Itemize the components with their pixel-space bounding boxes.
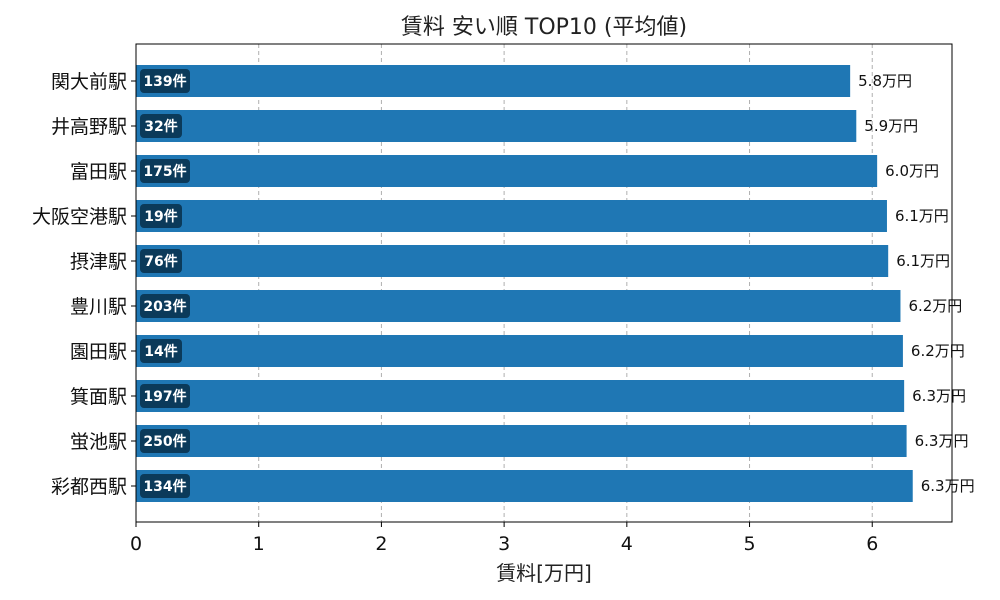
category-label: 富田駅 — [70, 161, 127, 183]
chart-title: 賃料 安い順 TOP10 (平均値) — [401, 15, 687, 40]
category-label: 関大前駅 — [51, 71, 127, 93]
bar — [136, 335, 903, 367]
value-label: 6.2万円 — [911, 342, 965, 360]
x-tick-label: 6 — [866, 533, 878, 555]
category-label: 蛍池駅 — [70, 431, 127, 453]
x-tick-label: 1 — [253, 533, 265, 555]
value-label: 6.3万円 — [912, 387, 966, 405]
bar — [136, 110, 857, 142]
x-axis-label: 賃料[万円] — [496, 561, 592, 585]
count-label: 250件 — [143, 433, 186, 450]
bar — [136, 290, 901, 322]
bar — [136, 470, 913, 502]
count-badge — [140, 69, 190, 93]
category-label: 豊川駅 — [70, 296, 127, 318]
count-label: 76件 — [144, 253, 177, 270]
value-label: 6.1万円 — [896, 252, 950, 270]
value-label: 6.2万円 — [908, 297, 962, 315]
plot-frame — [135, 43, 953, 523]
count-label: 139件 — [143, 73, 186, 90]
bar — [136, 65, 851, 97]
category-label: 園田駅 — [70, 341, 127, 363]
bar-layer: 139件 5.8万円 32件 5.9万円 175件 6.0万円 19件 6.1万円 76件 6.1… — [136, 65, 975, 502]
x-tick-label: 0 — [130, 533, 142, 555]
x-tick-label: 4 — [621, 533, 633, 555]
bar — [136, 200, 887, 232]
value-label: 6.1万円 — [895, 207, 949, 225]
bar — [136, 380, 905, 412]
count-label: 197件 — [143, 388, 186, 405]
count-label: 203件 — [143, 298, 186, 315]
category-label: 彩都西駅 — [51, 476, 127, 498]
value-label: 5.8万円 — [858, 72, 912, 90]
category-label: 摂津駅 — [70, 251, 127, 273]
count-badge — [140, 294, 190, 318]
count-label: 175件 — [143, 163, 186, 180]
count-badge — [140, 249, 182, 273]
count-badge — [140, 204, 182, 228]
x-tick-label: 3 — [498, 533, 510, 555]
bar — [136, 245, 889, 277]
x-tick-label: 2 — [375, 533, 387, 555]
count-badge — [140, 339, 182, 363]
value-label: 6.0万円 — [885, 162, 939, 180]
count-badge — [140, 474, 190, 498]
x-tick-label: 5 — [743, 533, 755, 555]
value-label: 6.3万円 — [921, 477, 975, 495]
count-badge — [140, 384, 190, 408]
count-badge — [140, 429, 190, 453]
count-badge — [140, 159, 190, 183]
count-label: 32件 — [144, 118, 177, 135]
bar — [136, 155, 878, 187]
category-label: 大阪空港駅 — [32, 206, 127, 228]
count-label: 134件 — [143, 478, 186, 495]
count-badge — [140, 114, 182, 138]
value-label: 6.3万円 — [915, 432, 969, 450]
value-label: 5.9万円 — [864, 117, 918, 135]
count-label: 19件 — [144, 208, 177, 225]
count-label: 14件 — [144, 343, 177, 360]
bar — [136, 425, 907, 457]
category-label: 箕面駅 — [70, 386, 127, 408]
category-label: 井高野駅 — [51, 116, 127, 138]
axis-layer: 0 1 2 3 4 5 6 関大前駅井高野駅富田駅大阪空港駅摂津駅豊川駅園田駅箕面駅蛍池駅彩都… — [32, 71, 878, 555]
